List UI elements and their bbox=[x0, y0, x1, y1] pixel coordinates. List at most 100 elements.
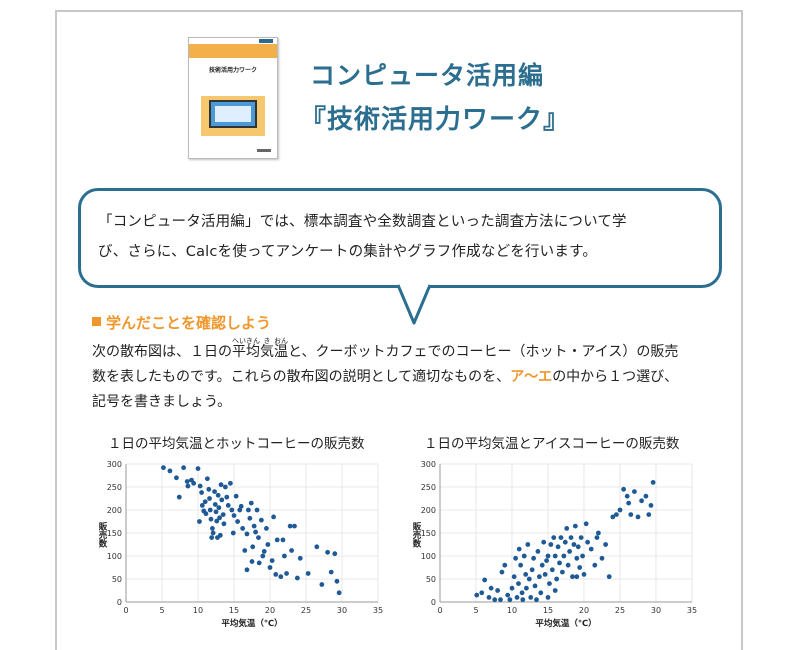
data-point bbox=[614, 512, 619, 517]
data-point bbox=[195, 466, 201, 471]
y-tick-label: 200 bbox=[107, 506, 122, 515]
cover-title: 技術活用力ワーク bbox=[208, 67, 257, 74]
data-point bbox=[210, 526, 215, 531]
x-tick-label: 10 bbox=[193, 606, 203, 615]
data-point bbox=[542, 572, 548, 577]
scatter-chart-iced: 0 5 10 15 20 25 30 35 0 50 100 150 200 250 300 平均気温（℃） 販… bbox=[411, 460, 697, 629]
data-point bbox=[207, 507, 213, 513]
data-point bbox=[319, 582, 325, 587]
section-heading-label: 学んだことを確認しよう bbox=[106, 314, 272, 332]
data-point bbox=[216, 505, 222, 511]
data-point bbox=[648, 503, 654, 508]
data-point bbox=[531, 555, 536, 561]
data-point bbox=[256, 535, 261, 540]
data-point bbox=[203, 511, 209, 517]
data-point bbox=[520, 597, 526, 603]
data-point bbox=[577, 565, 583, 570]
data-point bbox=[273, 572, 279, 577]
data-point bbox=[314, 544, 320, 550]
data-point bbox=[332, 551, 338, 557]
data-point bbox=[538, 590, 544, 596]
data-point bbox=[264, 526, 269, 531]
data-point bbox=[570, 574, 575, 580]
data-point bbox=[210, 530, 216, 536]
data-point bbox=[229, 507, 235, 513]
data-point bbox=[274, 537, 280, 543]
data-point bbox=[244, 567, 250, 573]
data-point bbox=[197, 483, 203, 489]
data-point bbox=[214, 518, 220, 524]
data-point bbox=[588, 546, 594, 552]
square-bullet-icon bbox=[92, 317, 101, 326]
data-point bbox=[514, 595, 520, 600]
data-point bbox=[596, 530, 601, 536]
data-point bbox=[574, 574, 580, 580]
monitor-illustration bbox=[209, 100, 257, 128]
data-point bbox=[221, 521, 227, 527]
page-frame bbox=[55, 10, 743, 650]
y-tick-label: 300 bbox=[107, 460, 122, 469]
page-title-line1: コンピュータ活用編 bbox=[310, 61, 545, 90]
data-point bbox=[238, 503, 244, 509]
data-point bbox=[626, 500, 632, 506]
data-point bbox=[535, 549, 541, 554]
data-point bbox=[215, 492, 221, 498]
data-point bbox=[592, 562, 598, 568]
data-point bbox=[230, 530, 236, 536]
data-point bbox=[557, 560, 562, 566]
x-axis-label: 平均気温（℃） bbox=[221, 618, 282, 629]
page-title-line2: 『技術活用力ワーク』 bbox=[300, 105, 571, 135]
data-point bbox=[564, 526, 570, 531]
data-point bbox=[643, 493, 649, 499]
data-point bbox=[561, 553, 567, 559]
y-axis-label: 販売数 bbox=[411, 521, 422, 548]
cover-logo bbox=[259, 39, 273, 43]
data-point bbox=[549, 567, 555, 573]
data-point bbox=[486, 595, 492, 600]
data-point bbox=[635, 514, 641, 520]
data-point bbox=[495, 588, 500, 593]
data-point bbox=[572, 523, 578, 529]
y-tick-label: 150 bbox=[421, 529, 436, 538]
intro-text: 「コンピュータ活用編」では、標本調査や全数調査といった調査方法について学 び、さ… bbox=[98, 207, 718, 267]
data-point bbox=[519, 590, 525, 596]
x-tick-label: 5 bbox=[159, 606, 164, 615]
data-point bbox=[282, 553, 287, 559]
data-point bbox=[284, 571, 289, 576]
data-point bbox=[560, 569, 565, 575]
data-point bbox=[254, 507, 260, 513]
data-point bbox=[632, 489, 637, 494]
x-tick-label: 0 bbox=[123, 606, 128, 615]
data-point bbox=[502, 562, 508, 568]
data-point bbox=[258, 517, 264, 523]
speech-bubble-tail bbox=[396, 283, 432, 325]
data-point bbox=[251, 523, 257, 529]
x-tick-label: 30 bbox=[651, 606, 661, 615]
data-point bbox=[334, 578, 340, 584]
data-point bbox=[265, 542, 271, 547]
data-point bbox=[242, 548, 248, 553]
data-point bbox=[554, 576, 560, 582]
data-point bbox=[225, 503, 231, 508]
x-tick-label: 20 bbox=[579, 606, 589, 615]
data-point bbox=[536, 574, 542, 580]
data-point bbox=[571, 542, 577, 547]
data-point bbox=[222, 484, 228, 490]
data-point bbox=[624, 493, 630, 499]
data-point bbox=[271, 514, 276, 520]
data-point bbox=[639, 498, 644, 504]
data-point bbox=[599, 555, 605, 561]
cover-publisher-mark bbox=[257, 149, 271, 152]
x-tick-label: 30 bbox=[337, 606, 347, 615]
x-tick-label: 15 bbox=[229, 606, 239, 615]
x-tick-label: 25 bbox=[615, 606, 625, 615]
data-point bbox=[525, 542, 531, 547]
x-axis-label: 平均気温（℃） bbox=[535, 618, 596, 629]
data-point bbox=[488, 585, 494, 591]
data-point bbox=[511, 574, 517, 580]
data-point bbox=[509, 585, 515, 591]
x-tick-label: 35 bbox=[687, 606, 697, 615]
y-axis-label: 販売数 bbox=[97, 521, 108, 548]
data-point bbox=[529, 567, 535, 573]
data-point bbox=[518, 562, 524, 568]
